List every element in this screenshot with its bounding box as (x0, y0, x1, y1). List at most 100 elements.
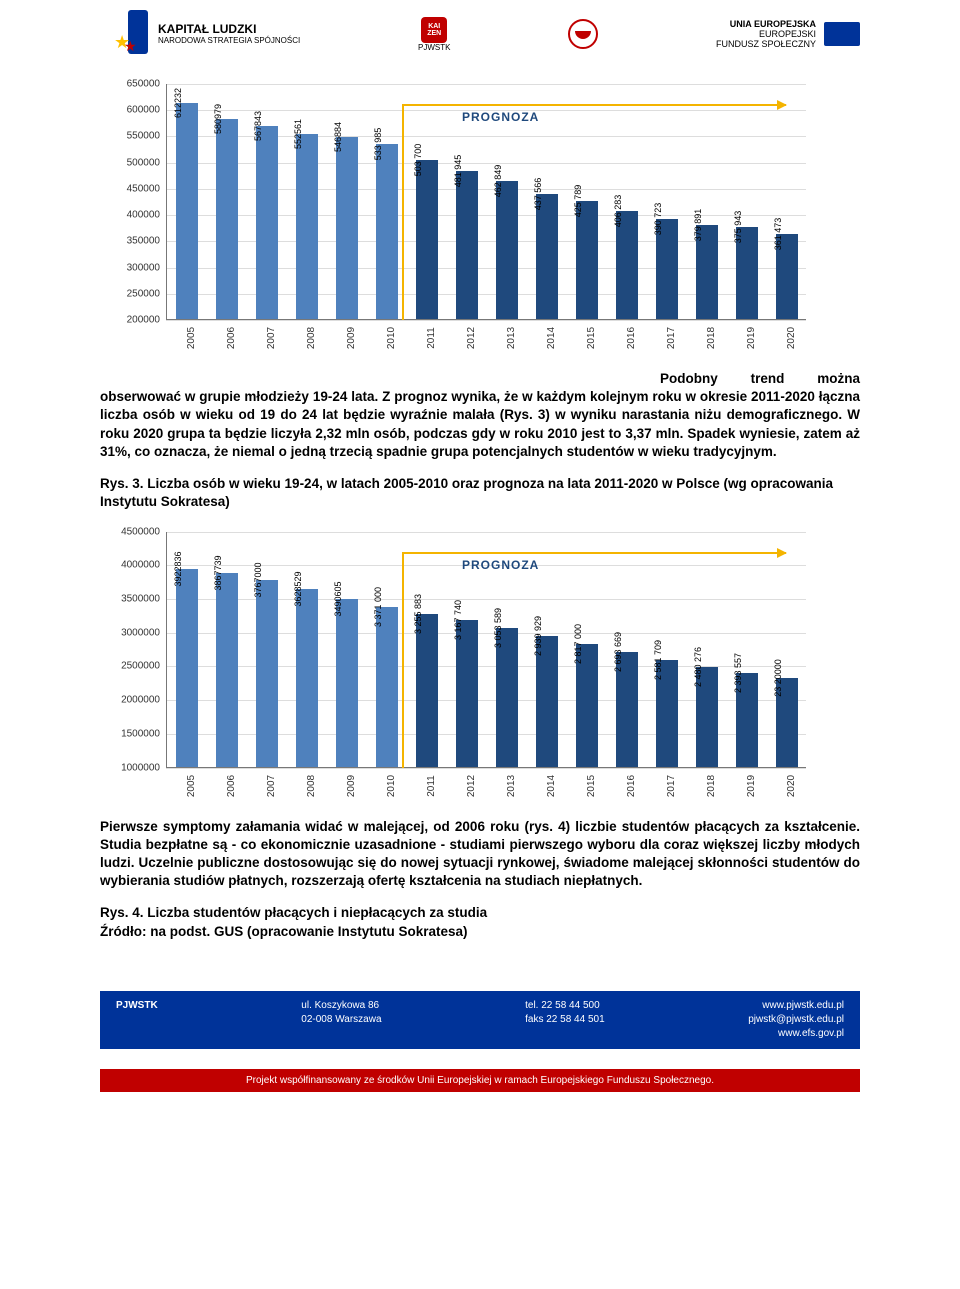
y-tick: 200000 (100, 315, 160, 326)
forecast-label: PROGNOZA (462, 558, 539, 572)
bar-value-label: 2 480 276 (693, 647, 703, 687)
bar: 2 817 000 (576, 644, 598, 767)
bar-value-label: 3628529 (293, 572, 303, 607)
kapital-title: KAPITAŁ LUDZKI (158, 23, 300, 36)
y-tick: 1000000 (100, 762, 160, 773)
bar: 3 371 000 (376, 607, 398, 767)
bar: 580979 (216, 119, 238, 319)
y-tick: 650000 (100, 79, 160, 90)
x-tick: 2009 (346, 774, 357, 796)
y-tick: 400000 (100, 210, 160, 221)
bar-value-label: 3867739 (213, 556, 223, 591)
x-tick: 2011 (426, 327, 437, 349)
x-tick: 2017 (666, 774, 677, 796)
y-tick: 250000 (100, 288, 160, 299)
bar-value-label: 2 939 929 (533, 616, 543, 656)
bar: 3 053 589 (496, 628, 518, 766)
header-logos: ★ ★ KAPITAŁ LUDZKI NARODOWA STRATEGIA SP… (0, 0, 960, 72)
bar-value-label: 3 371 000 (373, 587, 383, 627)
bar: 375 943 (736, 227, 758, 319)
bar: 425 789 (576, 201, 598, 319)
x-tick: 2008 (306, 774, 317, 796)
bar: 552561 (296, 134, 318, 319)
chart-2: 1000000150000020000002500000300000035000… (100, 526, 860, 806)
bar-value-label: 533 985 (373, 128, 383, 161)
footer-org: PJWSTK (116, 999, 158, 1013)
bar-value-label: 3 167 740 (453, 600, 463, 640)
x-tick: 2013 (506, 774, 517, 796)
bar-value-label: 425 789 (573, 184, 583, 217)
circle-icon (568, 19, 598, 49)
bar-value-label: 612232 (173, 88, 183, 118)
x-tick: 2011 (426, 775, 437, 797)
caption-rys3: Rys. 3. Liczba osób w wieku 19-24, w lat… (100, 475, 860, 511)
footer-addr: ul. Koszykowa 86 02-008 Warszawa (301, 999, 381, 1027)
x-tick: 2018 (706, 327, 717, 349)
x-tick: 2012 (466, 327, 477, 349)
x-tick: 2015 (586, 327, 597, 349)
paragraph-1: Podobny trend można obserwować w grupie … (100, 370, 860, 461)
y-tick: 300000 (100, 262, 160, 273)
bar: 546884 (336, 137, 358, 319)
bar: 3767000 (256, 580, 278, 767)
bar: 3922836 (176, 569, 198, 766)
footer-bar: PJWSTK ul. Koszykowa 86 02-008 Warszawa … (100, 991, 860, 1049)
x-tick: 2007 (266, 327, 277, 349)
eu-line3: FUNDUSZ SPOŁECZNY (716, 39, 816, 49)
bar: 3 167 740 (456, 620, 478, 766)
bar-value-label: 23 20000 (773, 659, 783, 697)
y-tick: 2000000 (100, 695, 160, 706)
x-tick: 2010 (386, 774, 397, 796)
x-tick: 2012 (466, 774, 477, 796)
bar: 361 473 (776, 234, 798, 319)
bar-value-label: 2 817 000 (573, 624, 583, 664)
y-tick: 2500000 (100, 661, 160, 672)
y-tick: 3500000 (100, 593, 160, 604)
x-tick: 2019 (746, 327, 757, 349)
bar: 3490605 (336, 599, 358, 767)
bar-value-label: 3 255 883 (413, 594, 423, 634)
bar: 533 985 (376, 144, 398, 319)
footer-web: www.pjwstk.edu.pl pjwstk@pjwstk.edu.pl w… (748, 999, 844, 1041)
bar: 503 700 (416, 160, 438, 319)
bar-value-label: 546884 (333, 122, 343, 152)
kapital-sub: NARODOWA STRATEGIA SPÓJNOŚCI (158, 36, 300, 45)
bar: 2 581 709 (656, 660, 678, 767)
x-tick: 2009 (346, 327, 357, 349)
bar: 2 693 669 (616, 652, 638, 766)
x-tick: 2019 (746, 774, 757, 796)
forecast-arrow (402, 552, 786, 554)
footer-disclaimer: Projekt współfinansowany ze środków Unii… (100, 1069, 860, 1092)
bar: 406 283 (616, 211, 638, 319)
x-tick: 2016 (626, 327, 637, 349)
kapital-ludzki-logo: ★ ★ KAPITAŁ LUDZKI NARODOWA STRATEGIA SP… (110, 6, 300, 62)
y-tick: 4000000 (100, 560, 160, 571)
bar: 437 566 (536, 194, 558, 319)
caption-rys4: Rys. 4. Liczba studentów płacących i nie… (100, 904, 860, 940)
bar: 567843 (256, 126, 278, 319)
eu-line2: EUROPEJSKI (716, 29, 816, 39)
bar: 3867739 (216, 573, 238, 766)
bar-value-label: 3490605 (333, 581, 343, 616)
bar: 481 945 (456, 171, 478, 319)
kl-icon: ★ ★ (110, 6, 150, 62)
bar: 3628529 (296, 589, 318, 766)
bar: 2 393 557 (736, 673, 758, 767)
y-tick: 600000 (100, 105, 160, 116)
y-tick: 450000 (100, 183, 160, 194)
bar-value-label: 379 891 (693, 208, 703, 241)
bar-value-label: 580979 (213, 104, 223, 134)
x-tick: 2015 (586, 774, 597, 796)
x-tick: 2020 (786, 774, 797, 796)
bar: 612232 (176, 103, 198, 319)
y-tick: 3000000 (100, 627, 160, 638)
eu-line1: UNIA EUROPEJSKA (716, 19, 816, 29)
bar-value-label: 406 283 (613, 195, 623, 228)
x-tick: 2016 (626, 774, 637, 796)
bar-value-label: 2 693 669 (613, 632, 623, 672)
bar: 379 891 (696, 225, 718, 319)
kaizen-logo: KAI ZEN PJWSTK (418, 17, 450, 52)
bar-value-label: 552561 (293, 119, 303, 149)
bar-value-label: 437 566 (533, 178, 543, 211)
y-tick: 4500000 (100, 526, 160, 537)
